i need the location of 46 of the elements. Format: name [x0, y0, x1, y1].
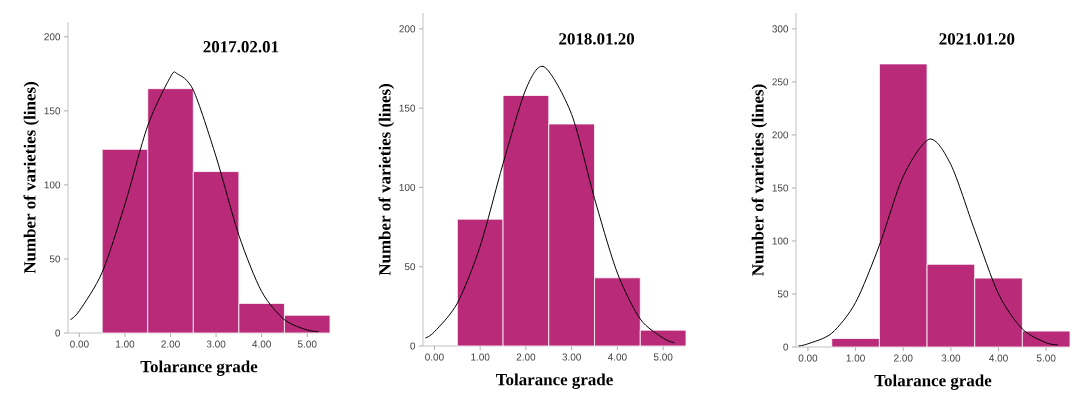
y-tick-label: 0: [55, 329, 61, 337]
y-tick-label: 150: [399, 104, 416, 112]
x-tick-label: 2.00: [161, 340, 180, 348]
y-tick-label: 0: [410, 342, 416, 350]
x-tick-label: 4.00: [252, 340, 271, 348]
y-tick-label: 200: [772, 131, 789, 139]
y-tick-label: 200: [399, 25, 416, 33]
x-tick-label: 2.00: [516, 353, 536, 361]
y-tick-label: 50: [404, 263, 416, 271]
y-tick-label: 150: [772, 184, 789, 192]
x-tick-label: 1.00: [846, 354, 865, 362]
x-tick-label: 0.00: [425, 353, 444, 361]
y-tick-label: 300: [772, 25, 789, 33]
x-tick-label: 4.00: [989, 354, 1008, 362]
y-tick-label: 100: [399, 183, 416, 191]
line-series: [424, 66, 676, 344]
x-tick-label: 1.00: [116, 340, 135, 348]
y-tick-label: 50: [49, 255, 61, 263]
x-tick-label: 0.00: [798, 354, 818, 362]
x-tick-label: 1.00: [471, 353, 490, 361]
x-tick-label: 5.00: [653, 353, 673, 361]
x-axis-title: Tolarance grade: [496, 373, 613, 389]
x-tick-label: 2.00: [894, 354, 913, 362]
x-tick-label: 3.00: [941, 354, 961, 362]
y-tick-label: 100: [44, 181, 61, 189]
x-axis-title: Tolarance grade: [874, 374, 992, 390]
x-tick-label: 5.00: [1036, 354, 1056, 362]
x-tick-label: 5.00: [297, 340, 317, 348]
x-axis-title: Tolarance grade: [140, 360, 258, 376]
x-tick-label: 0.00: [70, 340, 89, 348]
x-tick-label: 4.00: [607, 353, 627, 361]
x-tick-label: 3.00: [562, 353, 581, 361]
y-tick-label: 50: [777, 290, 789, 298]
y-tick-label: 250: [772, 78, 789, 86]
text: 2017.02.01: [203, 41, 279, 53]
line-series: [797, 138, 1059, 347]
text: 2021.01.20: [939, 33, 1015, 45]
y-axis-title: Number of varieties (lines): [23, 82, 40, 274]
y-axis-title: Number of varieties (lines): [378, 84, 395, 276]
text: 2018.01.20: [559, 33, 635, 45]
y-tick-label: 150: [44, 107, 61, 115]
y-axis-title: Number of varieties (lines): [751, 84, 768, 276]
x-tick-label: 3.00: [206, 340, 226, 348]
y-tick-label: 0: [783, 343, 789, 351]
y-tick-label: 200: [44, 33, 61, 41]
y-tick-label: 100: [772, 237, 789, 245]
